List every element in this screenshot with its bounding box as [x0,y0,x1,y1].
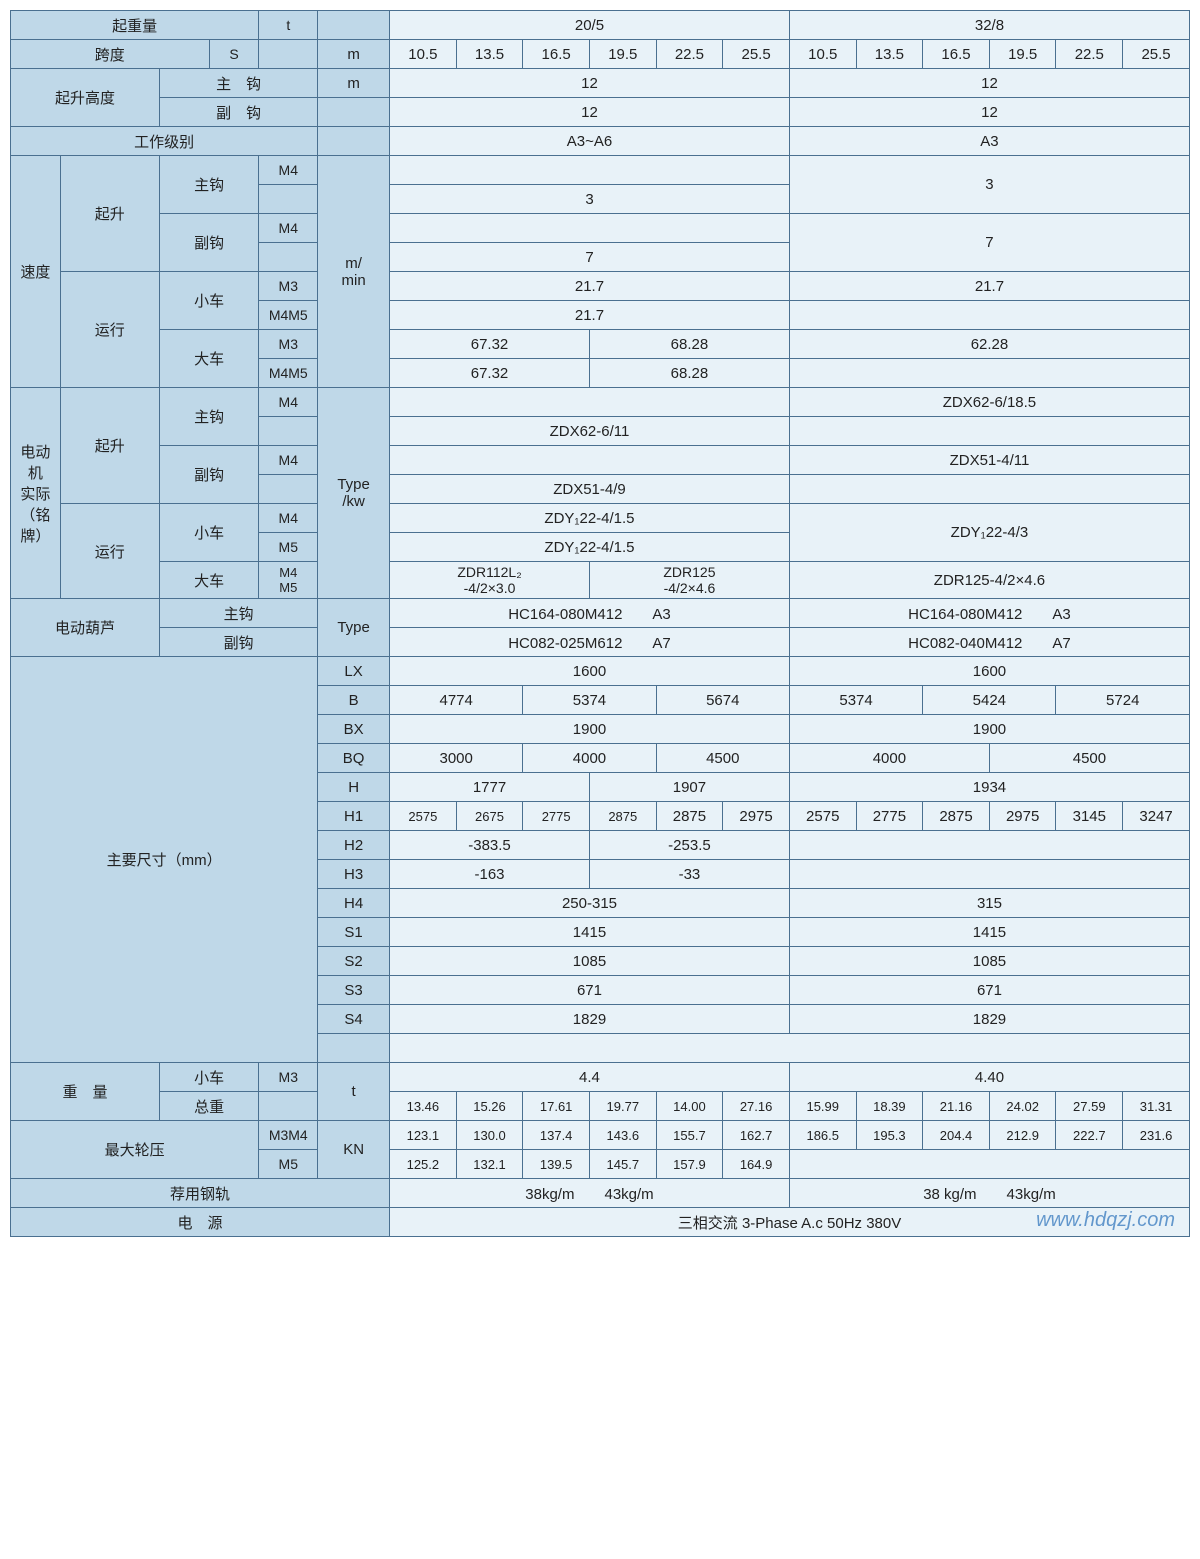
watermark: www.hdqzj.com [1036,1209,1175,1232]
hdr-rail: 荐用钢轨 [11,1179,390,1208]
hdr-wheel: 最大轮压 [11,1121,259,1179]
hdr-span: 跨度 [11,40,210,69]
u-t: t [259,11,318,40]
hdr-speed: 速度 [11,156,61,388]
hdr-main: 主 钩 [159,69,317,98]
u-m: m [318,40,390,69]
u-s: S [209,40,259,69]
hdr-lift: 起升高度 [11,69,160,127]
hdr-duty: 工作级别 [11,127,318,156]
span-0: 10.5 [390,40,457,69]
cap-b: 32/8 [789,11,1189,40]
hdr-weight: 重 量 [11,1063,160,1121]
hdr-hoist: 电动葫芦 [11,599,160,657]
cap-a: 20/5 [390,11,790,40]
hdr-capacity: 起重量 [11,11,259,40]
hdr-power: 电 源 [11,1208,390,1237]
hdr-motor: 电动机 实际 （铭牌） [11,388,61,599]
u-mmin: m/ min [318,156,390,388]
hdr-aux: 副 钩 [159,98,317,127]
hdr-dims: 主要尺寸（mm） [11,657,318,1063]
spec-table: 起重量t20/532/8 跨度Sm 10.513.516.519.522.525… [10,10,1190,1237]
